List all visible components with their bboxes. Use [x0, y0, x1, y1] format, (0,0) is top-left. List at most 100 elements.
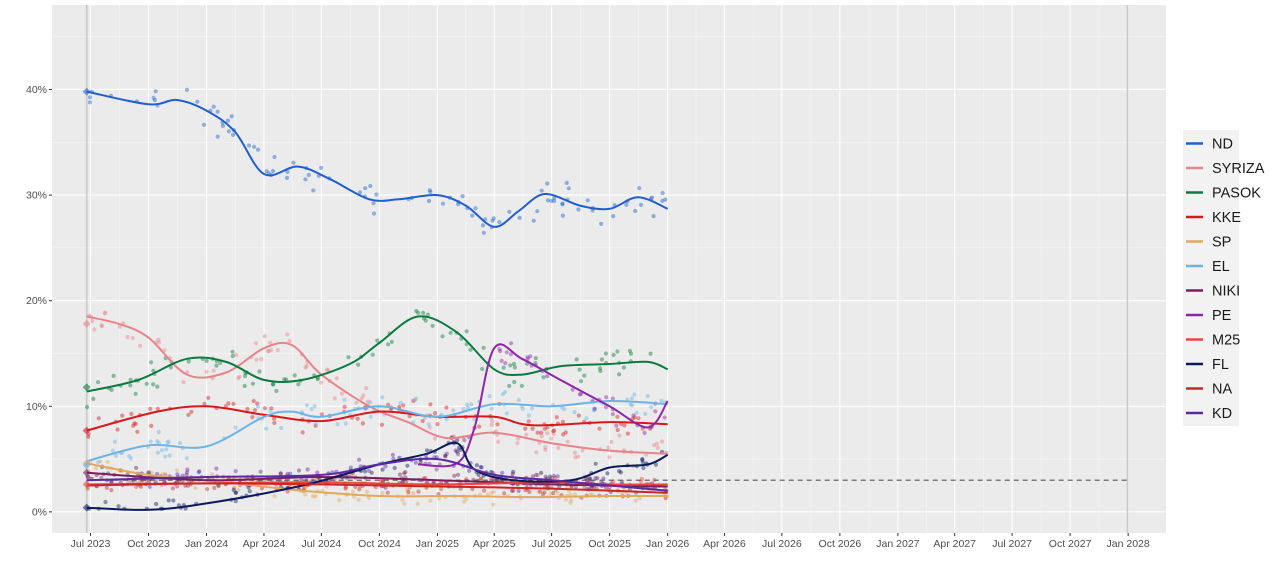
poll-point	[502, 491, 507, 496]
poll-point	[509, 341, 514, 346]
poll-point	[637, 496, 642, 501]
poll-point	[545, 374, 550, 379]
x-tick-label: Apr 2024	[243, 538, 286, 550]
poll-point	[257, 369, 262, 374]
poll-point	[496, 439, 501, 444]
poll-point	[313, 494, 318, 499]
poll-point	[541, 375, 546, 380]
poll-point	[92, 327, 97, 332]
poll-point	[216, 483, 221, 489]
poll-point	[401, 403, 406, 408]
poll-point	[319, 165, 324, 170]
poll-point	[580, 448, 585, 453]
poll-point	[312, 404, 317, 409]
poll-point	[171, 498, 176, 503]
poll-point	[524, 432, 529, 437]
poll-point	[572, 492, 577, 497]
poll-point	[617, 372, 622, 377]
poll-point	[134, 484, 139, 490]
poll-point	[528, 354, 533, 359]
poll-point	[130, 336, 135, 341]
poll-point	[535, 430, 540, 435]
poll-point	[536, 489, 541, 494]
poll-point	[174, 468, 180, 473]
poll-point	[402, 471, 407, 476]
poll-point	[279, 425, 284, 431]
poll-point	[481, 230, 486, 235]
poll-point	[270, 168, 276, 174]
poll-point	[170, 486, 175, 491]
poll-point	[421, 310, 426, 315]
poll-point	[369, 470, 374, 475]
poll-point	[633, 498, 638, 503]
poll-point	[424, 448, 430, 453]
poll-point	[197, 469, 202, 474]
poll-point	[426, 422, 431, 427]
poll-point	[287, 338, 292, 344]
poll-point	[448, 330, 453, 335]
poll-point	[96, 460, 101, 465]
poll-point	[556, 445, 561, 451]
poll-point	[614, 423, 619, 428]
poll-point	[543, 445, 548, 450]
poll-point	[285, 332, 290, 337]
poll-point	[102, 310, 107, 315]
poll-point	[519, 383, 525, 388]
poll-point	[645, 394, 650, 399]
poll-point	[383, 464, 388, 469]
poll-point	[167, 453, 172, 458]
poll-point	[606, 445, 611, 450]
poll-point	[272, 154, 277, 160]
poll-point	[363, 469, 368, 474]
poll-point	[516, 436, 521, 441]
poll-point	[225, 118, 231, 123]
poll-point	[515, 441, 520, 446]
poll-point	[90, 319, 95, 324]
poll-point	[250, 381, 255, 386]
poll-point	[440, 334, 445, 339]
poll-point	[300, 430, 305, 435]
poll-point	[534, 472, 539, 477]
poll-point	[510, 488, 516, 493]
poll-point	[593, 476, 598, 481]
poll-point	[525, 355, 530, 360]
poll-point	[554, 415, 559, 420]
poll-point	[398, 400, 403, 405]
poll-point	[357, 457, 362, 462]
poll-point	[500, 470, 505, 475]
poll-point	[99, 324, 104, 329]
poll-point	[451, 408, 456, 413]
poll-point	[584, 416, 589, 421]
poll-point	[426, 198, 432, 204]
poll-point	[292, 373, 297, 378]
poll-point	[251, 398, 256, 404]
poll-point	[105, 459, 110, 464]
poll-point	[652, 443, 657, 448]
poll-point	[264, 426, 269, 431]
poll-point	[151, 368, 156, 373]
poll-point	[551, 431, 556, 437]
poll-point	[313, 423, 318, 428]
poll-point	[542, 490, 547, 495]
poll-point	[648, 351, 653, 356]
poll-point	[96, 380, 101, 385]
poll-point	[425, 312, 430, 317]
poll-point	[332, 396, 337, 401]
poll-point	[385, 490, 390, 495]
poll-point	[576, 413, 582, 418]
poll-point	[545, 181, 550, 186]
poll-point	[534, 450, 539, 455]
poll-point	[402, 501, 407, 506]
poll-point	[299, 477, 304, 483]
poll-point	[485, 492, 490, 497]
poll-point	[255, 404, 260, 409]
poll-point	[315, 377, 320, 382]
poll-point	[547, 474, 553, 479]
poll-point	[155, 406, 160, 411]
poll-point	[549, 198, 554, 204]
trend-lines	[86, 90, 669, 511]
poll-point	[512, 365, 518, 370]
poll-point	[270, 382, 276, 387]
poll-point	[268, 408, 273, 413]
poll-point	[266, 348, 271, 354]
